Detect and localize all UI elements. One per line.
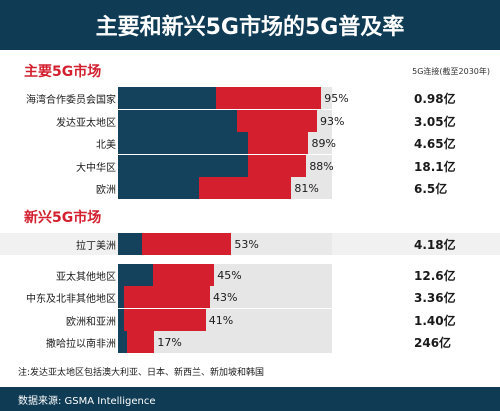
bar-fill-navy: [118, 309, 125, 331]
bar-row: 撒哈拉以南非洲 17% 246亿: [0, 331, 500, 353]
bar-value-label: 43%: [213, 290, 238, 304]
section-title-major: 主要5G市场: [24, 64, 102, 80]
connections-value: 18.1亿: [414, 159, 456, 174]
bar-fill-red: [118, 233, 232, 255]
connections-value: 0.98亿: [414, 91, 456, 106]
bar-label: 发达亚太地区: [56, 117, 116, 129]
bar-fill-navy: [118, 264, 153, 286]
connections-value: 246亿: [414, 335, 452, 350]
bar-fill-navy: [118, 331, 128, 353]
bar-row: 欧洲和亚洲 41% 1.40亿: [0, 309, 500, 331]
connections-value: 4.65亿: [414, 136, 456, 151]
connections-value: 3.05亿: [414, 114, 456, 129]
bar-value-label: 17%: [157, 335, 182, 349]
bar-track: [118, 331, 332, 353]
connections-value: 6.5亿: [414, 181, 448, 196]
bar-value-label: 93%: [320, 114, 345, 128]
source-text: 数据来源: GSMA Intelligence: [18, 395, 156, 407]
connections-value: 3.36亿: [414, 290, 456, 305]
connections-column-note: 5G连接(截至2030年): [412, 67, 490, 76]
chart-title: 主要和新兴5G市场的5G普及率: [95, 15, 405, 40]
bar-fill-red: [118, 309, 206, 331]
bar-row: 大中华区 88% 18.1亿: [0, 155, 500, 177]
bar-fill-navy: [118, 286, 125, 308]
bar-value-label: 89%: [311, 136, 336, 150]
bar-row: 欧洲 81% 6.5亿: [0, 177, 500, 199]
bar-value-label: 53%: [234, 237, 259, 251]
connections-value: 4.18亿: [414, 237, 456, 252]
bar-label: 大中华区: [76, 162, 116, 174]
bar-value-label: 41%: [208, 313, 234, 327]
bar-label: 拉丁美洲: [76, 240, 116, 252]
footnote: 注:发达亚太地区包括澳大利亚、日本、新西兰、新加坡和韩国: [18, 368, 265, 378]
bar-value-label: 45%: [217, 268, 242, 282]
bar-fill-navy: [118, 177, 200, 199]
bar-label: 欧洲: [96, 184, 116, 196]
bar-row: 海湾合作委员会国家 95% 0.98亿: [0, 87, 500, 109]
bar-value-label: 88%: [309, 159, 334, 173]
bar-fill-navy: [118, 132, 248, 154]
connections-value: 1.40亿: [414, 313, 456, 328]
section-title-emerging: 新兴5G市场: [24, 210, 102, 226]
bar-fill-navy: [118, 155, 248, 177]
bar-value-label: 95%: [324, 91, 349, 105]
bar-fill-navy: [118, 110, 238, 132]
chart-title-bar: 主要和新兴5G市场的5G普及率: [0, 0, 500, 50]
bar-label: 撒哈拉以南非洲: [46, 338, 116, 350]
bar-fill-navy: [118, 87, 216, 109]
bar-value-label: 81%: [294, 181, 319, 195]
bar-label: 中东及北非其他地区: [26, 293, 116, 305]
bar-fill-navy: [118, 233, 142, 255]
bar-fill-red: [118, 331, 155, 353]
connections-value: 12.6亿: [414, 268, 456, 283]
bar-row: 北美 89% 4.65亿: [0, 132, 500, 154]
bar-row: 发达亚太地区 93% 3.05亿: [0, 110, 500, 132]
bar-row: 拉丁美洲 53% 4.18亿: [0, 233, 500, 255]
bar-row: 中东及北非其他地区 43% 3.36亿: [0, 286, 500, 308]
bar-label: 欧洲和亚洲: [66, 316, 116, 328]
bar-row: 亚太其他地区 45% 12.6亿: [0, 264, 500, 286]
bar-fill-red: [118, 286, 211, 308]
bar-label: 亚太其他地区: [56, 271, 116, 283]
source-bar: 数据来源: GSMA Intelligence: [0, 387, 500, 411]
bar-label: 北美: [96, 139, 116, 151]
bar-label: 海湾合作委员会国家: [26, 94, 116, 106]
